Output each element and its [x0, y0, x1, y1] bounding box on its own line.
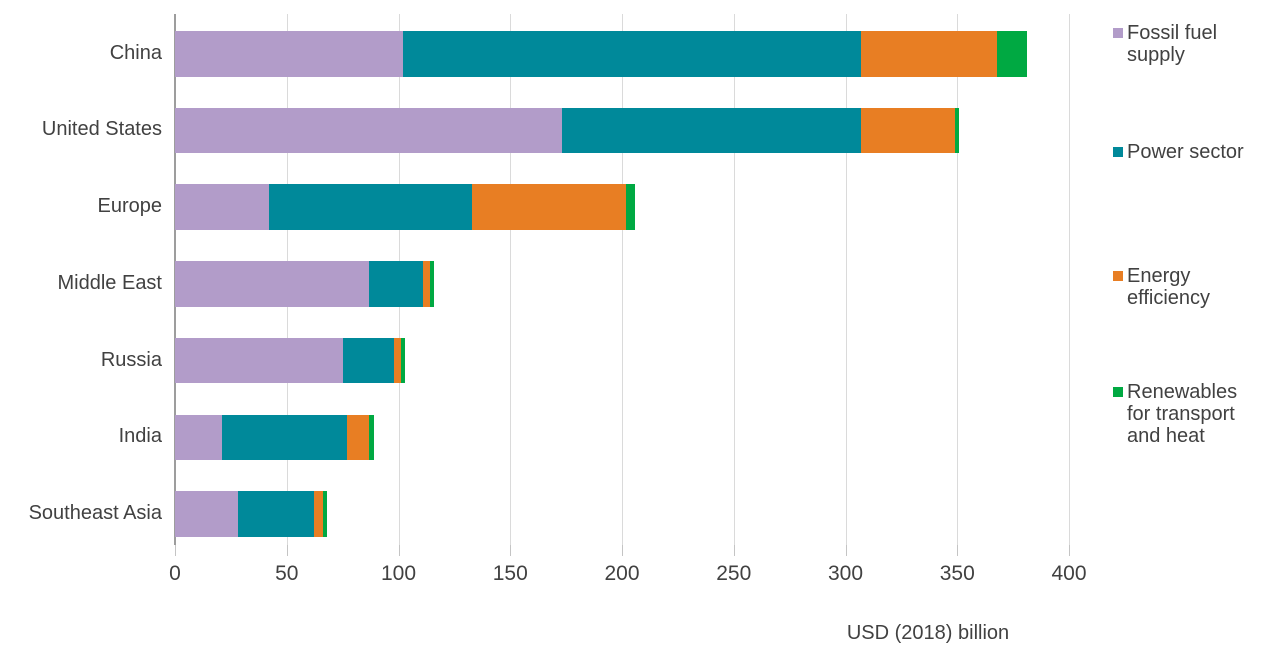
bar-segment-energy-europe	[472, 184, 627, 230]
gridline-150	[510, 14, 512, 545]
legend-label-fossil: Fossil fuel supply	[1127, 22, 1218, 66]
legend-swatch-energy	[1113, 271, 1123, 281]
bar-segment-power-europe	[268, 184, 473, 230]
bar-segment-renewables-russia	[400, 337, 406, 384]
x-tick-label-400: 400	[1051, 562, 1087, 585]
bar-segment-power-russia	[342, 337, 395, 384]
gridline-400	[1069, 14, 1070, 545]
category-label-china: China	[109, 41, 162, 64]
bar-row-russia	[175, 337, 406, 384]
category-label-southeast-asia: Southeast Asia	[28, 501, 162, 524]
x-tick-350	[957, 545, 959, 556]
x-axis-title: USD (2018) billion	[846, 622, 1010, 644]
legend-label-energy: Energy efficiency	[1127, 265, 1211, 309]
bar-segment-renewables-middle-east	[429, 261, 435, 307]
category-label-europe: Europe	[97, 195, 163, 218]
bar-segment-energy-middle-east	[423, 261, 430, 307]
category-label-india: India	[118, 425, 162, 448]
bar-segment-fossil-china	[175, 31, 403, 77]
bar-segment-fossil-europe	[175, 184, 269, 230]
x-tick-label-50: 50	[275, 562, 299, 585]
x-tick-150	[510, 545, 512, 556]
bar-segment-fossil-middle-east	[175, 261, 370, 307]
bar-segment-fossil-united-states	[175, 107, 562, 154]
bar-segment-energy-southeast-asia	[313, 491, 323, 537]
bar-segment-power-middle-east	[369, 261, 424, 307]
x-tick-label-200: 200	[604, 562, 640, 585]
x-tick-0	[175, 545, 176, 556]
bar-segment-power-china	[402, 31, 862, 77]
bar-segment-renewables-southeast-asia	[322, 491, 327, 537]
bar-row-india	[175, 414, 374, 460]
category-label-russia: Russia	[100, 348, 162, 371]
category-label-united-states: United States	[41, 118, 162, 141]
x-tick-200	[622, 545, 623, 556]
bar-segment-renewables-china	[997, 31, 1027, 77]
x-tick-label-300: 300	[827, 562, 864, 585]
legend-swatch-fossil	[1113, 28, 1123, 38]
x-tick-250	[733, 545, 735, 556]
bar-row-china	[175, 31, 1027, 77]
bar-row-southeast-asia	[175, 491, 327, 537]
bar-segment-energy-india	[347, 414, 370, 460]
legend-swatch-power	[1113, 147, 1123, 157]
bar-segment-energy-united-states	[861, 107, 955, 154]
bar-segment-fossil-india	[175, 414, 222, 460]
bar-segment-energy-china	[861, 31, 998, 77]
x-tick-label-250: 250	[716, 562, 752, 585]
x-tick-label-100: 100	[380, 562, 417, 585]
x-tick-label-150: 150	[492, 562, 528, 585]
legend-label-power: Power sector	[1127, 141, 1244, 163]
bar-segment-renewables-europe	[626, 184, 636, 230]
legend-label-renewables: Renewables for transport and heat	[1127, 381, 1238, 447]
bar-row-europe	[175, 184, 636, 230]
legend-swatch-renewables	[1113, 387, 1123, 397]
gridline-250	[733, 14, 735, 545]
bar-row-united-states	[175, 107, 960, 154]
x-tick-label-350: 350	[939, 562, 975, 585]
x-tick-label-0: 0	[169, 562, 181, 585]
gridline-200	[622, 14, 623, 545]
gridline-300	[845, 14, 847, 545]
bar-segment-energy-russia	[394, 337, 401, 384]
bar-segment-power-united-states	[561, 107, 862, 154]
x-tick-50	[286, 545, 288, 556]
bar-segment-renewables-united-states	[954, 107, 960, 154]
x-tick-400	[1069, 545, 1070, 556]
bar-row-middle-east	[175, 261, 435, 307]
bar-segment-renewables-india	[369, 414, 374, 460]
gridline-350	[957, 14, 959, 545]
category-label-middle-east: Middle East	[57, 271, 163, 294]
bar-segment-fossil-russia	[175, 337, 343, 384]
x-tick-100	[398, 545, 400, 556]
bar-segment-fossil-southeast-asia	[175, 491, 238, 537]
x-tick-300	[845, 545, 847, 556]
bar-segment-power-india	[221, 414, 348, 460]
bar-segment-power-southeast-asia	[237, 491, 314, 537]
